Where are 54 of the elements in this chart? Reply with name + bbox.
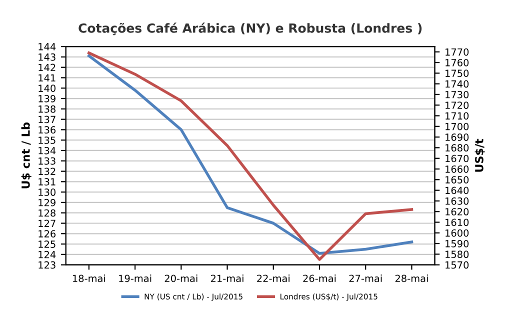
y2-tick-label: 1710: [446, 112, 469, 120]
x-tick-label: 26-mai: [303, 274, 336, 282]
y-tick-label: 140: [38, 84, 56, 92]
y2-axis-title: US$/t: [474, 138, 485, 172]
y2-tick-label: 1670: [446, 154, 469, 162]
y2-tick-label: 1620: [446, 208, 469, 216]
y-tick-label: 132: [38, 168, 56, 176]
y2-tick-label: 1730: [446, 90, 469, 98]
x-tick-label: 28-mai: [395, 274, 428, 282]
y-axis-title: U$ cnt / Lb: [21, 122, 32, 188]
y2-tick-label: 1610: [446, 218, 469, 226]
y2-tick-label: 1680: [446, 144, 469, 152]
y-tick-label: 134: [38, 146, 56, 154]
y2-tick-label: 1570: [446, 261, 469, 269]
x-tick-label: 19-mai: [119, 274, 152, 282]
x-tick-label: 18-mai: [72, 274, 106, 282]
y-tick-label: 142: [38, 64, 56, 72]
y2-tick-label: 1640: [446, 186, 469, 194]
y2-tick-label: 1720: [446, 102, 469, 109]
x-tick-label: 21-mai: [210, 274, 244, 282]
y-tick-label: 136: [38, 126, 56, 134]
y2-tick-label: 1600: [446, 229, 469, 237]
y2-tick-label: 1590: [446, 240, 469, 248]
y2-tick-label: 1650: [446, 176, 469, 184]
y2-tick-label: 1750: [446, 70, 469, 77]
x-tick-label: 20-mai: [164, 274, 198, 282]
y2-tick-label: 1740: [446, 80, 469, 88]
y-tick-label: 137: [38, 116, 56, 124]
y-tick-label: 130: [38, 188, 56, 196]
y2-tick-label: 1690: [446, 134, 469, 141]
y2-tick-label: 1660: [446, 165, 469, 173]
chart-title: Cotações Café Arábica (NY) e Robusta (Londres ): [78, 22, 422, 36]
y-tick-label: 133: [38, 157, 56, 165]
x-tick-label: 22-mai: [257, 274, 290, 282]
y-tick-label: 125: [38, 240, 56, 248]
y-tick-label: 126: [38, 230, 56, 238]
y-tick-label: 129: [38, 198, 56, 206]
y2-tick-label: 1630: [446, 197, 469, 205]
x-tick-label: 27-mai: [349, 274, 382, 282]
y2-tick-label: 1580: [446, 250, 469, 258]
y-tick-label: 128: [38, 209, 56, 217]
y-tick-label: 143: [38, 53, 56, 61]
y2-tick-label: 1760: [446, 58, 469, 66]
y-tick-label: 131: [38, 178, 56, 186]
y-tick-label: 144: [38, 43, 56, 50]
y2-tick-label: 1770: [446, 48, 469, 56]
y-tick-label: 138: [38, 105, 56, 113]
y-tick-label: 124: [38, 250, 56, 258]
y2-tick-label: 1700: [446, 122, 469, 130]
y-tick-label: 139: [38, 94, 56, 102]
y-tick-label: 135: [38, 136, 56, 144]
y-tick-label: 123: [38, 261, 56, 269]
y-tick-label: 127: [38, 220, 56, 227]
y-tick-label: 141: [38, 74, 56, 82]
